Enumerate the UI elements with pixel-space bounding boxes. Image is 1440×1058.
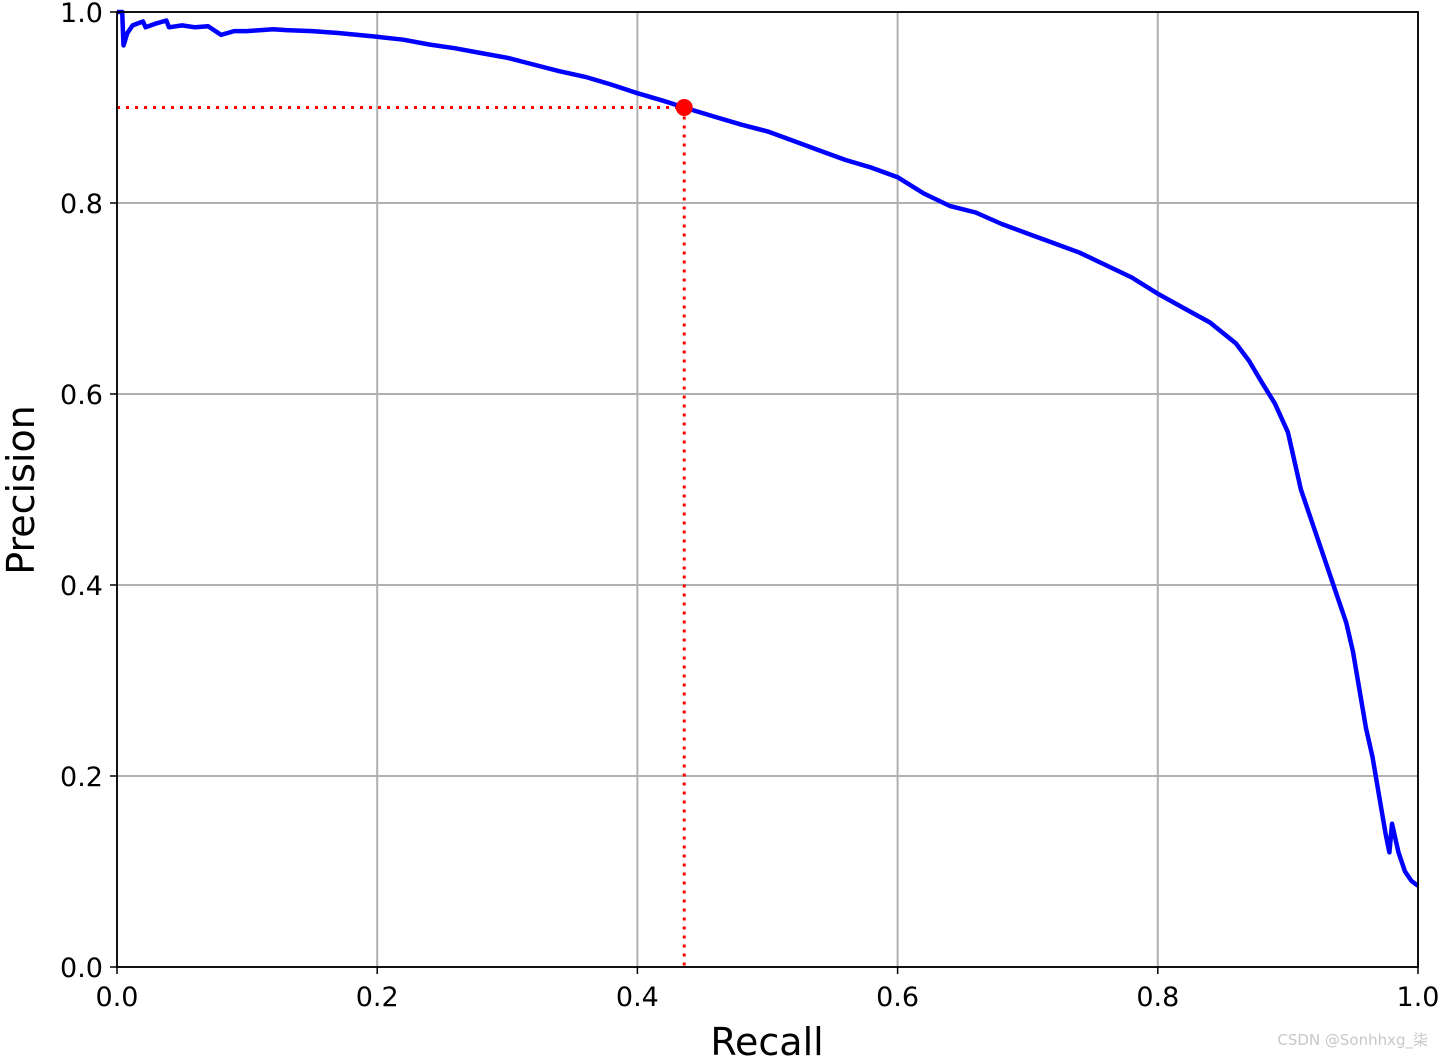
axes-frame: [110, 11, 1419, 974]
y-tick-label: 0.8: [60, 189, 103, 220]
x-axis-label: Recall: [710, 1020, 823, 1058]
y-tick-label: 1.0: [60, 0, 103, 29]
y-axis-label: Precision: [0, 405, 43, 575]
tick-labels: 0.0 0.2 0.4 0.6 0.8 1.0 0.0 0.2 0.4 0.6 0.8 1.0: [60, 0, 1439, 1013]
x-tick-label: 0.4: [616, 982, 659, 1013]
x-tick-label: 0.6: [876, 982, 919, 1013]
x-tick-label: 1.0: [1397, 982, 1440, 1013]
plot-frame: [116, 11, 1419, 968]
x-tick-label: 0.2: [356, 982, 399, 1013]
watermark: CSDN @Sonhhxg_柒: [1277, 1031, 1428, 1049]
y-tick-label: 0.6: [60, 380, 103, 411]
x-tick-label: 0.0: [96, 982, 139, 1013]
threshold-reference-lines: [117, 106, 686, 967]
threshold-point: [675, 99, 693, 116]
curve-layer: [117, 9, 1420, 888]
y-tick-label: 0.2: [60, 762, 103, 793]
grid-lines: [116, 11, 1419, 968]
x-tick-label: 0.8: [1136, 982, 1179, 1013]
y-tick-label: 0.4: [60, 571, 103, 602]
precision-recall-curve: [117, 9, 1420, 888]
y-tick-label: 0.0: [60, 953, 103, 984]
